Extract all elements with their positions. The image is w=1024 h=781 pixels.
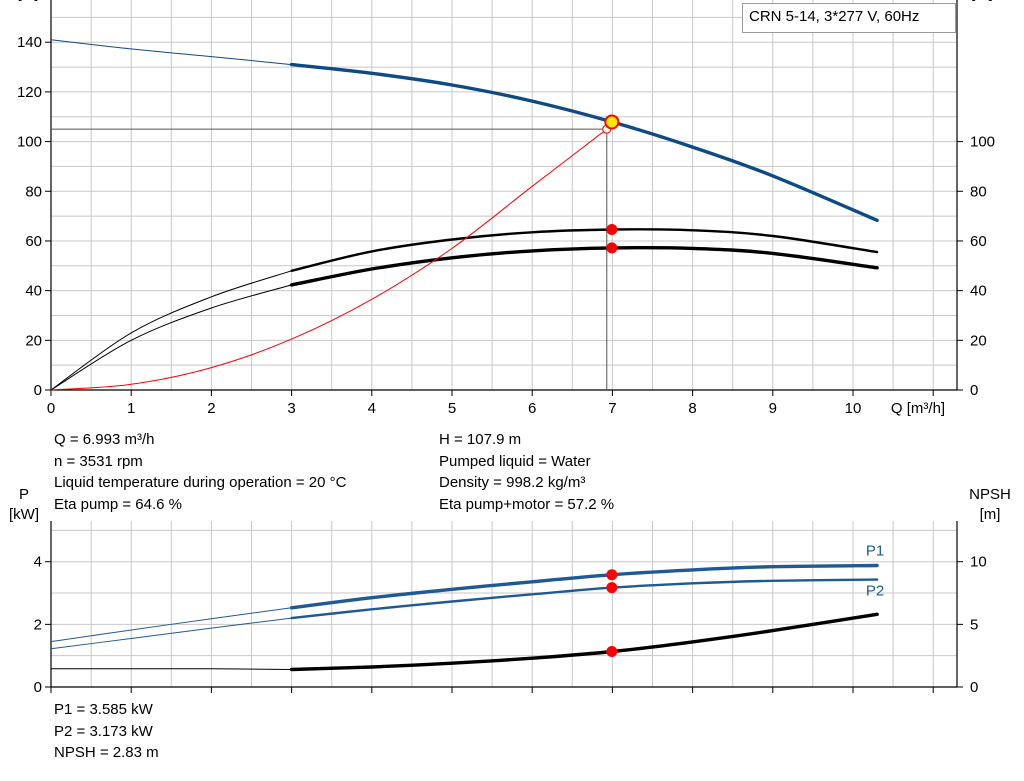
info-head: H = 107.9 m: [439, 431, 522, 448]
x-tick-label: 5: [448, 400, 456, 417]
y-left-tick-label: 0: [34, 382, 42, 399]
x-tick-label: 3: [287, 400, 295, 417]
y-left-tick-label: 2: [34, 616, 42, 633]
series-line-eta_pump-extrapolated: [50, 270, 292, 391]
operating-point-marker: [606, 224, 618, 236]
series-line-eta_total-extrapolated: [50, 284, 292, 391]
pump-model-label: CRN 5-14, 3*277 V, 60Hz: [742, 3, 956, 33]
operating-point-marker: [606, 646, 618, 658]
operating-point-marker: [606, 242, 618, 254]
info-flow: Q = 6.993 m³/h: [54, 431, 155, 448]
info-npsh: NPSH = 2.83 m: [54, 744, 159, 761]
operating-point-marker: [606, 569, 618, 581]
info-p2: P2 = 3.173 kW: [54, 722, 153, 740]
power-npsh-plot: 0 2 4 0 5 10 P [kW] NPSH [m] P1 P2: [9, 486, 1011, 696]
y-right-tick-label: 0: [970, 382, 978, 399]
y-left-tick-label: 120: [17, 84, 42, 101]
y-right-tick-label: 60: [970, 233, 987, 250]
info-eta-total: Eta pump+motor = 57.2 %: [439, 495, 615, 513]
y-right-axis-unit: [m]: [980, 506, 1001, 523]
y-right-tick-label: 0: [970, 679, 978, 696]
x-tick-label: 10: [845, 400, 862, 417]
y-left-tick-label: 100: [17, 134, 42, 151]
y-left-axis-title: P: [19, 486, 29, 503]
info-bottom: P1 = 3.585 kW P2 = 3.173 kW NPSH = 2.83 …: [54, 699, 159, 764]
y-right-axis-title: NPSH: [969, 486, 1011, 503]
x-tick-label: 4: [368, 400, 376, 417]
y-right-axis-unit: [%]: [971, 0, 993, 2]
y-right-tick-label: 20: [970, 332, 987, 349]
x-tick-label: 9: [769, 400, 777, 417]
y-left-tick-label: 80: [25, 183, 42, 200]
x-tick-label: 1: [127, 400, 135, 417]
y-right-tick-label: 40: [970, 283, 987, 300]
y-right-tick-label: 5: [970, 616, 978, 633]
info-top-left: Q = 6.993 m³/h n = 3531 rpm Liquid tempe…: [54, 429, 346, 515]
info-liquid-temperature: Liquid temperature during operation = 20…: [54, 474, 347, 491]
pump-model-text: CRN 5-14, 3*277 V, 60Hz: [749, 8, 920, 25]
series-line-p1: [289, 563, 879, 610]
y-left-tick-label: 60: [25, 233, 42, 250]
x-tick-label: 8: [688, 400, 696, 417]
x-tick-label: 7: [608, 400, 616, 417]
series-line-npsh-extrapolated: [50, 668, 292, 670]
x-axis-title: Q [m³/h]: [891, 400, 945, 417]
series-label-p2: P2: [866, 583, 884, 600]
x-tick-label: 0: [47, 400, 55, 417]
x-tick-label: 2: [207, 400, 215, 417]
series-line-npsh: [289, 612, 879, 672]
info-pumped-liquid: Pumped liquid = Water: [439, 452, 591, 470]
y-left-axis-unit: [m]: [18, 0, 39, 2]
info-density: Density = 998.2 kg/m³: [439, 474, 586, 491]
y-left-tick-label: 0: [34, 679, 42, 696]
y-left-tick-label: 140: [17, 34, 42, 51]
y-left-tick-label: 20: [25, 332, 42, 349]
info-speed: n = 3531 rpm: [54, 452, 143, 470]
y-left-axis-unit: [kW]: [9, 506, 39, 523]
y-right-tick-label: 100: [970, 134, 995, 151]
series-line-p2: [290, 578, 879, 620]
y-left-tick-label: 40: [25, 283, 42, 300]
y-right-tick-label: 10: [970, 554, 987, 571]
series-line-p1-extrapolated: [50, 607, 292, 643]
series-line-system: [50, 128, 608, 391]
series-line-p2-extrapolated: [50, 617, 292, 650]
series-line-eta_total: [289, 245, 879, 287]
head-efficiency-plot: 020406080100120140020406080100H[m]eta[%]…: [17, 0, 995, 417]
duty-point-marker: [604, 114, 620, 130]
series-line-eta_pump: [290, 228, 879, 272]
series-label-p1: P1: [866, 542, 884, 559]
x-tick-label: 6: [528, 400, 536, 417]
series-line-head: [289, 62, 879, 222]
operating-point-marker: [606, 582, 618, 594]
y-right-tick-label: 80: [970, 183, 987, 200]
y-left-tick-label: 4: [34, 554, 42, 571]
info-top-right: H = 107.9 m Pumped liquid = Water Densit…: [439, 429, 614, 515]
series-line-head-extrapolated: [50, 39, 292, 66]
info-p1: P1 = 3.585 kW: [54, 701, 153, 718]
info-eta-pump: Eta pump = 64.6 %: [54, 495, 182, 513]
